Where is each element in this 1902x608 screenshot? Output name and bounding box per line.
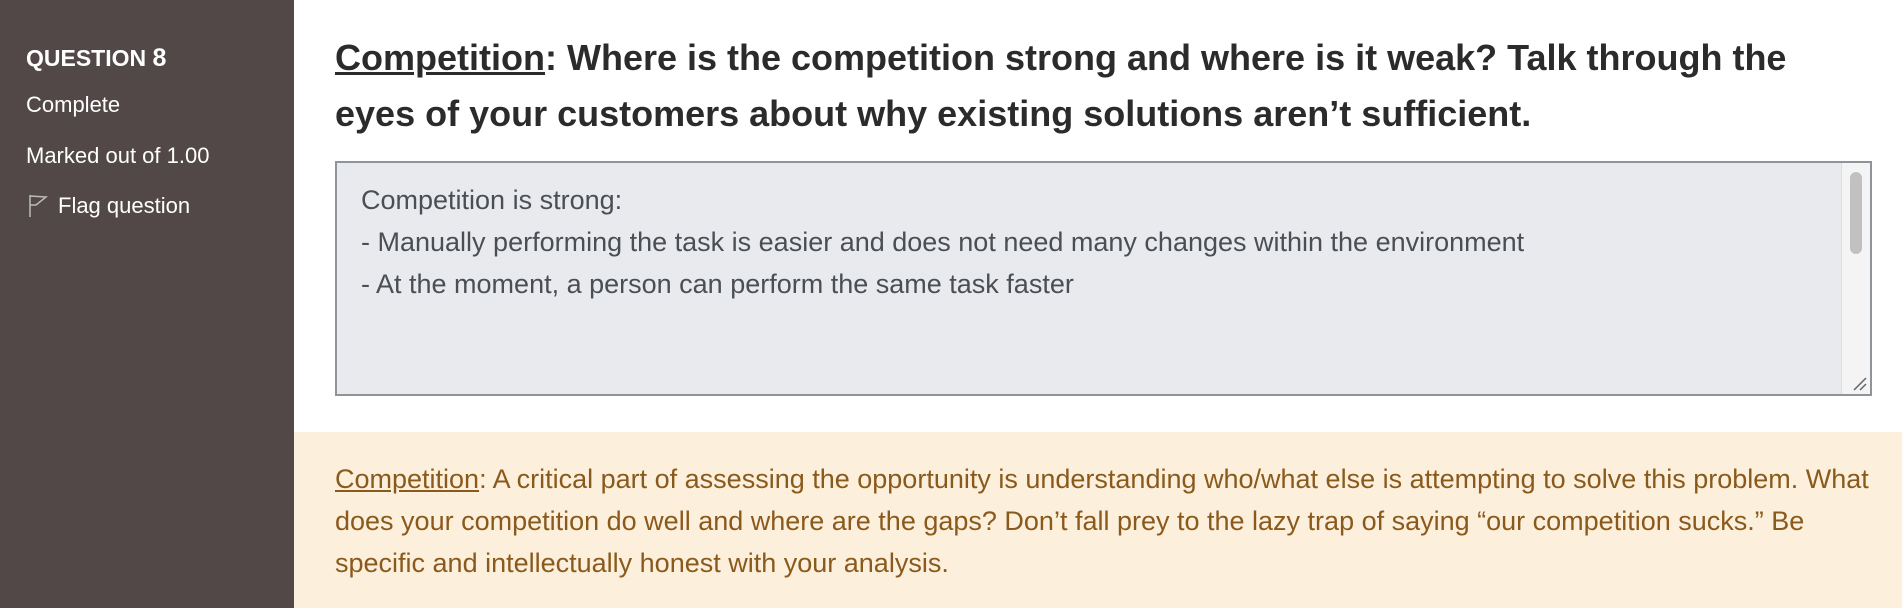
- flag-icon: [29, 195, 48, 217]
- answer-text[interactable]: Competition is strong: - Manually perfor…: [361, 179, 1524, 305]
- answer-line: Competition is strong:: [361, 185, 623, 215]
- scrollbar[interactable]: [1841, 163, 1870, 394]
- answer-box[interactable]: Competition is strong: - Manually perfor…: [335, 161, 1872, 396]
- feedback: Competition: A critical part of assessin…: [294, 432, 1902, 608]
- scrollbar-thumb[interactable]: [1850, 172, 1862, 254]
- sidebar: QUESTION 8 Complete Marked out of 1.00 F…: [0, 0, 294, 608]
- question-label: QUESTION: [26, 45, 147, 71]
- feedback-body: : A critical part of assessing the oppor…: [335, 464, 1869, 578]
- marks: Marked out of 1.00: [26, 143, 210, 168]
- flag-label[interactable]: Flag question: [58, 193, 191, 218]
- feedback-term: Competition: [335, 464, 480, 494]
- main: Competition: Where is the competition st…: [294, 0, 1902, 608]
- status: Complete: [26, 92, 121, 117]
- question-heading: QUESTION 8: [26, 44, 166, 73]
- flag-question[interactable]: Flag question: [26, 193, 190, 219]
- question-term: Competition: [335, 37, 545, 78]
- question-text: Competition: Where is the competition st…: [335, 30, 1875, 142]
- resize-handle[interactable]: [1850, 374, 1868, 392]
- answer-line: - Manually performing the task is easier…: [361, 227, 1525, 257]
- question-body: : Where is the competition strong and wh…: [335, 37, 1787, 134]
- feedback-text: Competition: A critical part of assessin…: [335, 458, 1875, 584]
- question-number: 8: [152, 44, 167, 72]
- answer-line: - At the moment, a person can perform th…: [361, 269, 1074, 299]
